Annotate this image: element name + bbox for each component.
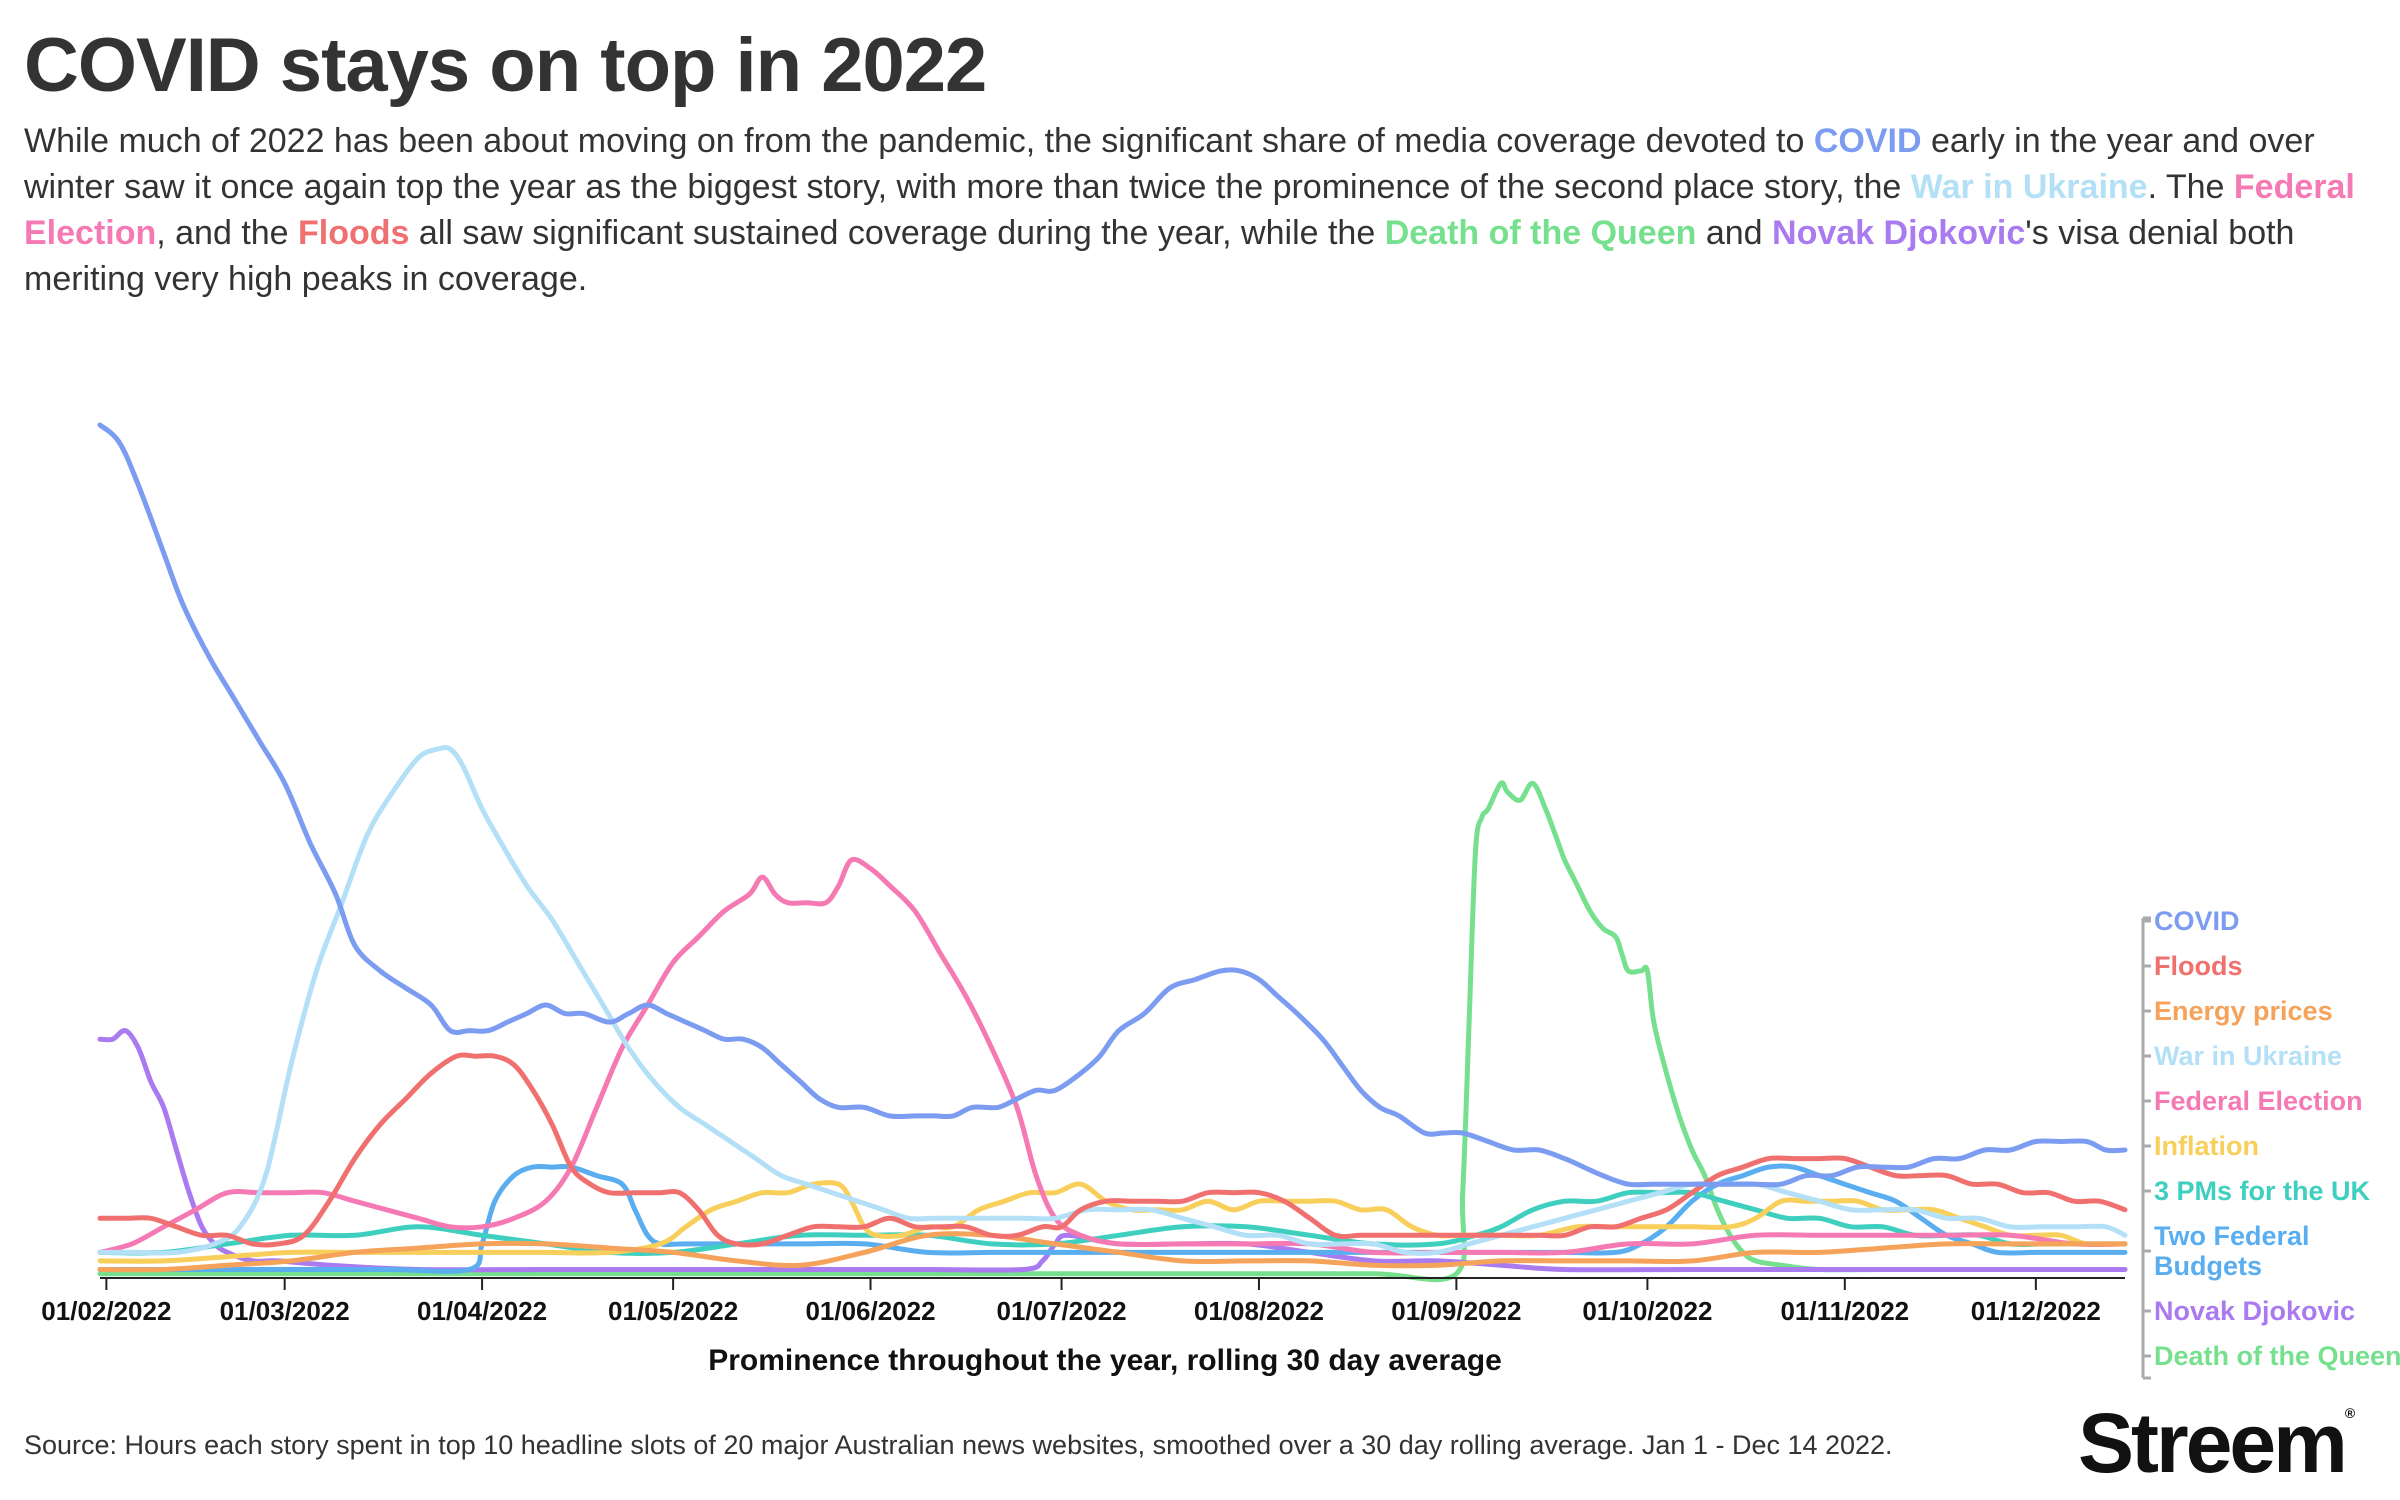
series-line-energy-prices	[97, 1231, 2128, 1273]
x-tick-label: 01/05/2022	[608, 1296, 738, 1326]
legend-label-inflation: Inflation	[2154, 1131, 2259, 1161]
x-tick-label: 01/06/2022	[805, 1296, 935, 1326]
subtitle-covid: COVID	[1813, 122, 1922, 160]
source-note: Source: Hours each story spent in top 10…	[24, 1430, 1893, 1460]
legend-label-two-federal-budgets: Two Federal Budgets	[2154, 1221, 2310, 1281]
subtitle-djokovic: Novak Djokovic	[1772, 214, 2026, 252]
x-tick-label: 01/11/2022	[1780, 1296, 1909, 1326]
series-line-floods	[97, 1052, 2128, 1248]
chart-title: COVID stays on top in 2022	[24, 23, 987, 108]
x-tick-label: 01/08/2022	[1194, 1296, 1324, 1326]
subtitle-election: Federal Election	[24, 168, 2355, 252]
subtitle-text: early in the year and over winter saw it…	[24, 122, 2315, 206]
legend-label-death-of-the-queen: Death of the Queen	[2154, 1341, 2400, 1371]
subtitle-text: . The	[2147, 168, 2234, 206]
series-line-covid	[97, 422, 2128, 1188]
legend-label-3-pms-for-the-uk: 3 PMs for the UK	[2154, 1176, 2371, 1206]
chart-subtitle: While much of 2022 has been about moving…	[24, 118, 2384, 302]
legend-label-war-in-ukraine: War in Ukraine	[2154, 1041, 2342, 1071]
logo-text: Streem	[2078, 1396, 2348, 1490]
legend-label-floods: Floods	[2154, 951, 2243, 981]
x-tick-label: 01/04/2022	[417, 1296, 547, 1326]
series-line-death-of-the-queen	[97, 780, 2128, 1283]
x-tick-label: 01/03/2022	[220, 1296, 350, 1326]
subtitle-queen: Death of the Queen	[1384, 214, 1697, 252]
subtitle-floods: Floods	[298, 214, 410, 252]
x-tick-label: 01/12/2022	[1971, 1296, 2101, 1326]
legend-label-covid: COVID	[2154, 906, 2240, 936]
x-tick-label: 01/10/2022	[1582, 1296, 1712, 1326]
subtitle-text: and	[1696, 214, 1773, 252]
x-axis-label: Prominence throughout the year, rolling …	[708, 1344, 1502, 1377]
streem-logo: Streem®	[2078, 1395, 2355, 1492]
legend-label-novak-djokovic: Novak Djokovic	[2154, 1296, 2355, 1326]
series-line-two-federal-budgets	[97, 1163, 2128, 1274]
x-tick-label: 01/02/2022	[41, 1296, 171, 1326]
x-tick-label: 01/09/2022	[1391, 1296, 1521, 1326]
legend-label-energy-prices: Energy prices	[2154, 996, 2333, 1026]
registered-mark: ®	[2344, 1405, 2356, 1421]
subtitle-text: While much of 2022 has been about moving…	[24, 122, 1814, 160]
subtitle-text: 's visa denial both meriting very high p…	[24, 214, 2295, 298]
series-line-novak-djokovic	[97, 1028, 2128, 1273]
series-line-federal-election	[97, 856, 2128, 1256]
subtitle-text: all saw significant sustained coverage d…	[409, 214, 1385, 252]
subtitle-ukraine: War in Ukraine	[1910, 168, 2148, 206]
subtitle-text: , and the	[156, 214, 299, 252]
x-tick-label: 01/07/2022	[996, 1296, 1126, 1326]
legend-label-federal-election: Federal Election	[2154, 1086, 2363, 1116]
